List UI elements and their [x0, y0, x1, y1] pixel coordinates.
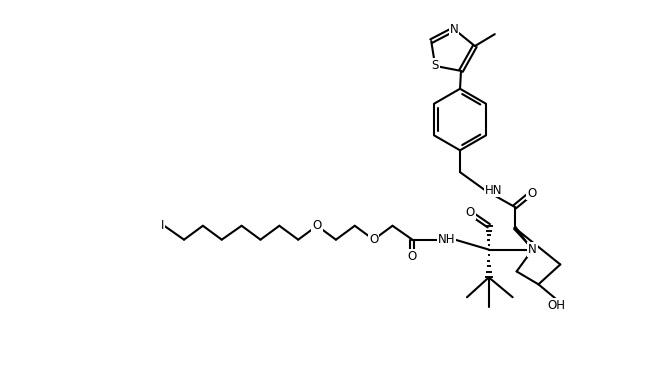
Text: O: O — [465, 207, 474, 219]
Text: I: I — [161, 219, 164, 232]
Text: S: S — [432, 59, 439, 73]
Text: N: N — [528, 243, 537, 256]
Text: OH: OH — [547, 299, 566, 312]
Polygon shape — [513, 227, 532, 250]
Text: N: N — [450, 23, 458, 36]
Text: HN: HN — [485, 183, 502, 196]
Text: NH: NH — [437, 233, 455, 246]
Text: O: O — [408, 250, 417, 263]
Text: O: O — [313, 219, 322, 232]
Text: O: O — [369, 233, 378, 246]
Text: O: O — [527, 186, 536, 200]
